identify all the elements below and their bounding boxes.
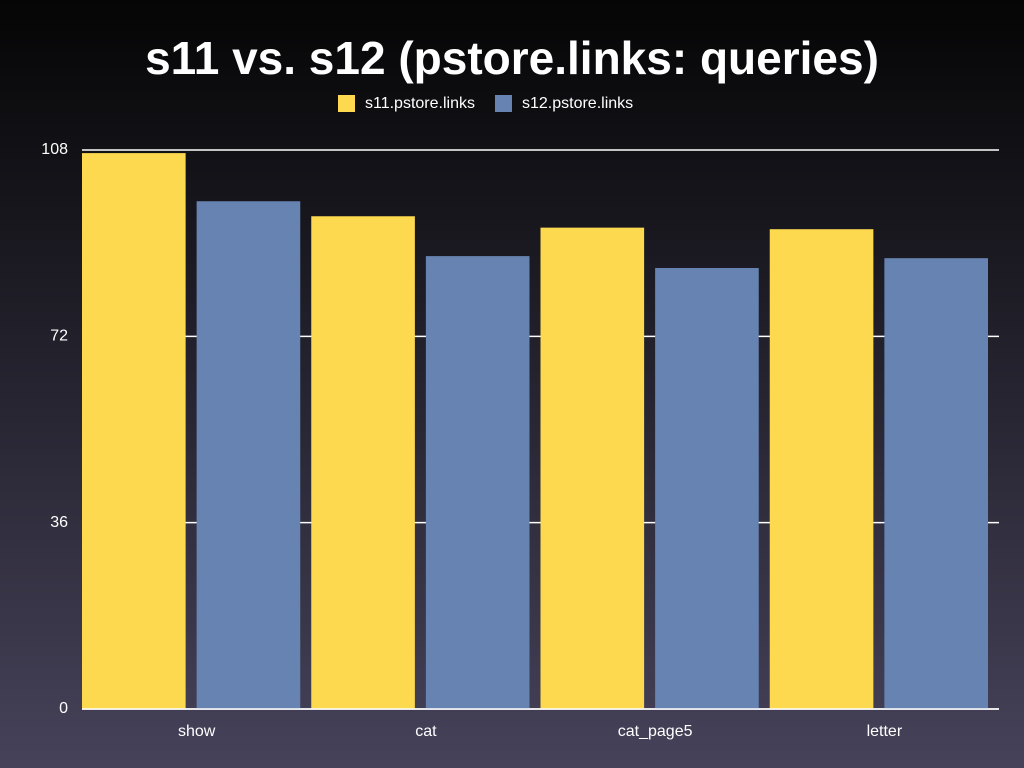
y-tick-label: 0: [59, 700, 68, 717]
x-tick-label: cat_page5: [618, 723, 693, 740]
legend-swatch: [494, 95, 512, 112]
x-tick-label: show: [178, 723, 216, 740]
bar: [884, 258, 988, 709]
bar: [311, 216, 415, 710]
bar: [196, 201, 301, 709]
legend-label: s11.pstore.links: [365, 95, 475, 112]
legend-swatch: [338, 95, 355, 112]
x-tick-label: cat: [415, 723, 437, 740]
bar: [769, 229, 874, 710]
chart-title: s11 vs. s12 (pstore.links: queries): [145, 32, 879, 84]
bar: [425, 256, 530, 709]
y-tick-label: 36: [50, 514, 68, 531]
y-tick-label: 72: [50, 328, 68, 345]
bar: [540, 227, 645, 709]
bar: [82, 153, 186, 709]
y-tick-label: 108: [41, 141, 68, 158]
legend-label: s12.pstore.links: [522, 95, 633, 112]
bar: [655, 268, 759, 709]
x-tick-label: letter: [867, 723, 903, 740]
